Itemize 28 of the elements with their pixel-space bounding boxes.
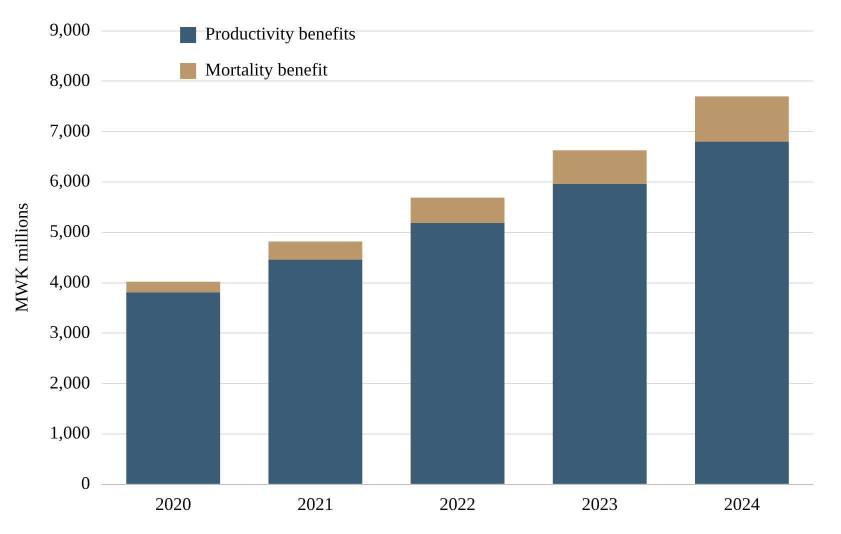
y-tick-label: 7,000: [50, 120, 90, 140]
bar: [552, 184, 647, 484]
bar: [268, 260, 362, 484]
x-tick-label: 2023: [582, 494, 618, 514]
bar: [268, 241, 362, 260]
bar: [410, 222, 504, 484]
bar: [126, 282, 220, 292]
y-tick-label: 3,000: [50, 322, 90, 342]
bar: [694, 96, 789, 142]
x-tick-label: 2021: [297, 494, 334, 514]
y-tick-label: 0: [81, 473, 90, 494]
legend-label: Mortality benefit: [205, 60, 328, 80]
bar: [694, 142, 789, 484]
y-tick-label: 9,000: [50, 20, 90, 40]
x-tick-label: 2020: [155, 494, 192, 514]
y-tick-label: 1,000: [50, 422, 90, 443]
y-tick-label: 8,000: [50, 70, 90, 90]
y-tick-label: 5,000: [50, 221, 90, 242]
bar: [126, 292, 220, 484]
y-tick-label: 6,000: [50, 170, 90, 191]
x-tick-label: 2024: [724, 494, 760, 514]
legend-label: Productivity benefits: [205, 24, 356, 44]
y-tick-label: 2,000: [50, 372, 90, 392]
x-tick-label: 2022: [440, 494, 476, 514]
bar: [552, 150, 647, 184]
bar: [410, 198, 504, 223]
y-axis-title: MWK millions: [12, 202, 32, 312]
y-tick-label: 4,000: [50, 272, 90, 292]
